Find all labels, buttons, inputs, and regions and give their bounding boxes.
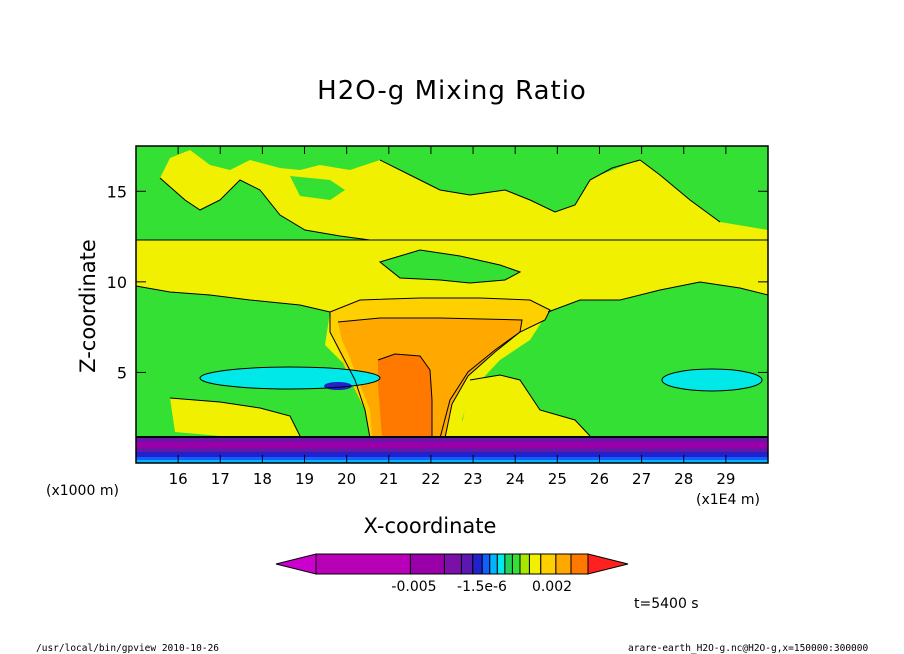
x-tick-label: 23 [464, 470, 483, 488]
contour-bottom-violet [136, 442, 768, 448]
x-tick-label: 29 [716, 470, 735, 488]
contour-lines [136, 159, 768, 439]
footer-right: arare-earth_H2O-g.nc@H2O-g,x=150000:3000… [628, 643, 869, 654]
y-tick-label: 10 [107, 273, 127, 292]
colorbar-cell [511, 553, 521, 575]
y-tick-label: 5 [117, 363, 127, 382]
colorbar-cell [443, 553, 462, 575]
x-tick-label: 28 [674, 470, 693, 488]
contour-cyan-right [662, 369, 762, 391]
colorbar-cell [409, 553, 445, 575]
x-tick-label: 19 [295, 470, 314, 488]
contour-bottom-sky [136, 457, 768, 460]
colorbar-cell [587, 553, 629, 575]
x-unit-label: (x1000 m) [46, 483, 119, 499]
contour-yellow-right [460, 375, 590, 436]
chart-title: H2O-g Mixing Ratio [317, 76, 587, 106]
x-unit-label-right: (x1E4 m) [696, 492, 760, 508]
colorbar-cell [504, 553, 513, 575]
x-tick-label: 20 [337, 470, 356, 488]
colorbar-cell [489, 553, 498, 575]
colorbar-cell [528, 553, 542, 575]
contour-yellow-left [170, 398, 300, 436]
y-axis: 5 10 15 [107, 182, 768, 382]
x-tick-label: 27 [632, 470, 651, 488]
x-tick-label: 25 [548, 470, 567, 488]
colorbar: -0.005 -1.5e-6 0.002 [275, 553, 629, 595]
contour-bottom-cyan [136, 460, 768, 463]
contour-field [136, 146, 768, 463]
colorbar-cell [275, 553, 317, 575]
colorbar-cell [496, 553, 506, 575]
colorbar-cell [472, 553, 483, 575]
x-tick-label: 17 [211, 470, 230, 488]
x-tick-label: 22 [421, 470, 440, 488]
colorbar-cell [570, 553, 589, 575]
x-axis: 16 17 18 19 20 21 22 23 24 25 26 27 28 29 [169, 146, 735, 488]
colorbar-label: 0.002 [532, 579, 572, 595]
x-tick-label: 21 [379, 470, 398, 488]
x-tick-label: 18 [253, 470, 272, 488]
colorbar-cell [481, 553, 491, 575]
colorbar-cell [460, 553, 474, 575]
plot-frame [135, 145, 769, 464]
contour-cloud-core [378, 354, 432, 438]
time-label: t=5400 s [634, 596, 699, 612]
colorbar-cell [315, 553, 411, 575]
colorbar-label: -0.005 [391, 579, 436, 595]
colorbar-cell [555, 553, 572, 575]
footer-left: /usr/local/bin/gpview 2010-10-26 [36, 643, 220, 654]
contour-upper-green-c [560, 150, 625, 175]
colorbar-label: -1.5e-6 [457, 579, 507, 595]
colorbar-cell [519, 553, 530, 575]
x-tick-label: 24 [506, 470, 525, 488]
contour-mid-green-right [462, 282, 768, 440]
x-tick-label: 26 [590, 470, 609, 488]
colorbar-cell [540, 553, 557, 575]
x-tick-label: 16 [169, 470, 188, 488]
x-axis-label: X-coordinate [363, 514, 497, 538]
y-axis-label: Z-coordinate [76, 239, 100, 373]
contour-upper-green-b [290, 176, 345, 200]
y-tick-label: 15 [107, 182, 127, 201]
contour-green-center [380, 250, 520, 283]
contour-bottom-blue [136, 452, 768, 457]
